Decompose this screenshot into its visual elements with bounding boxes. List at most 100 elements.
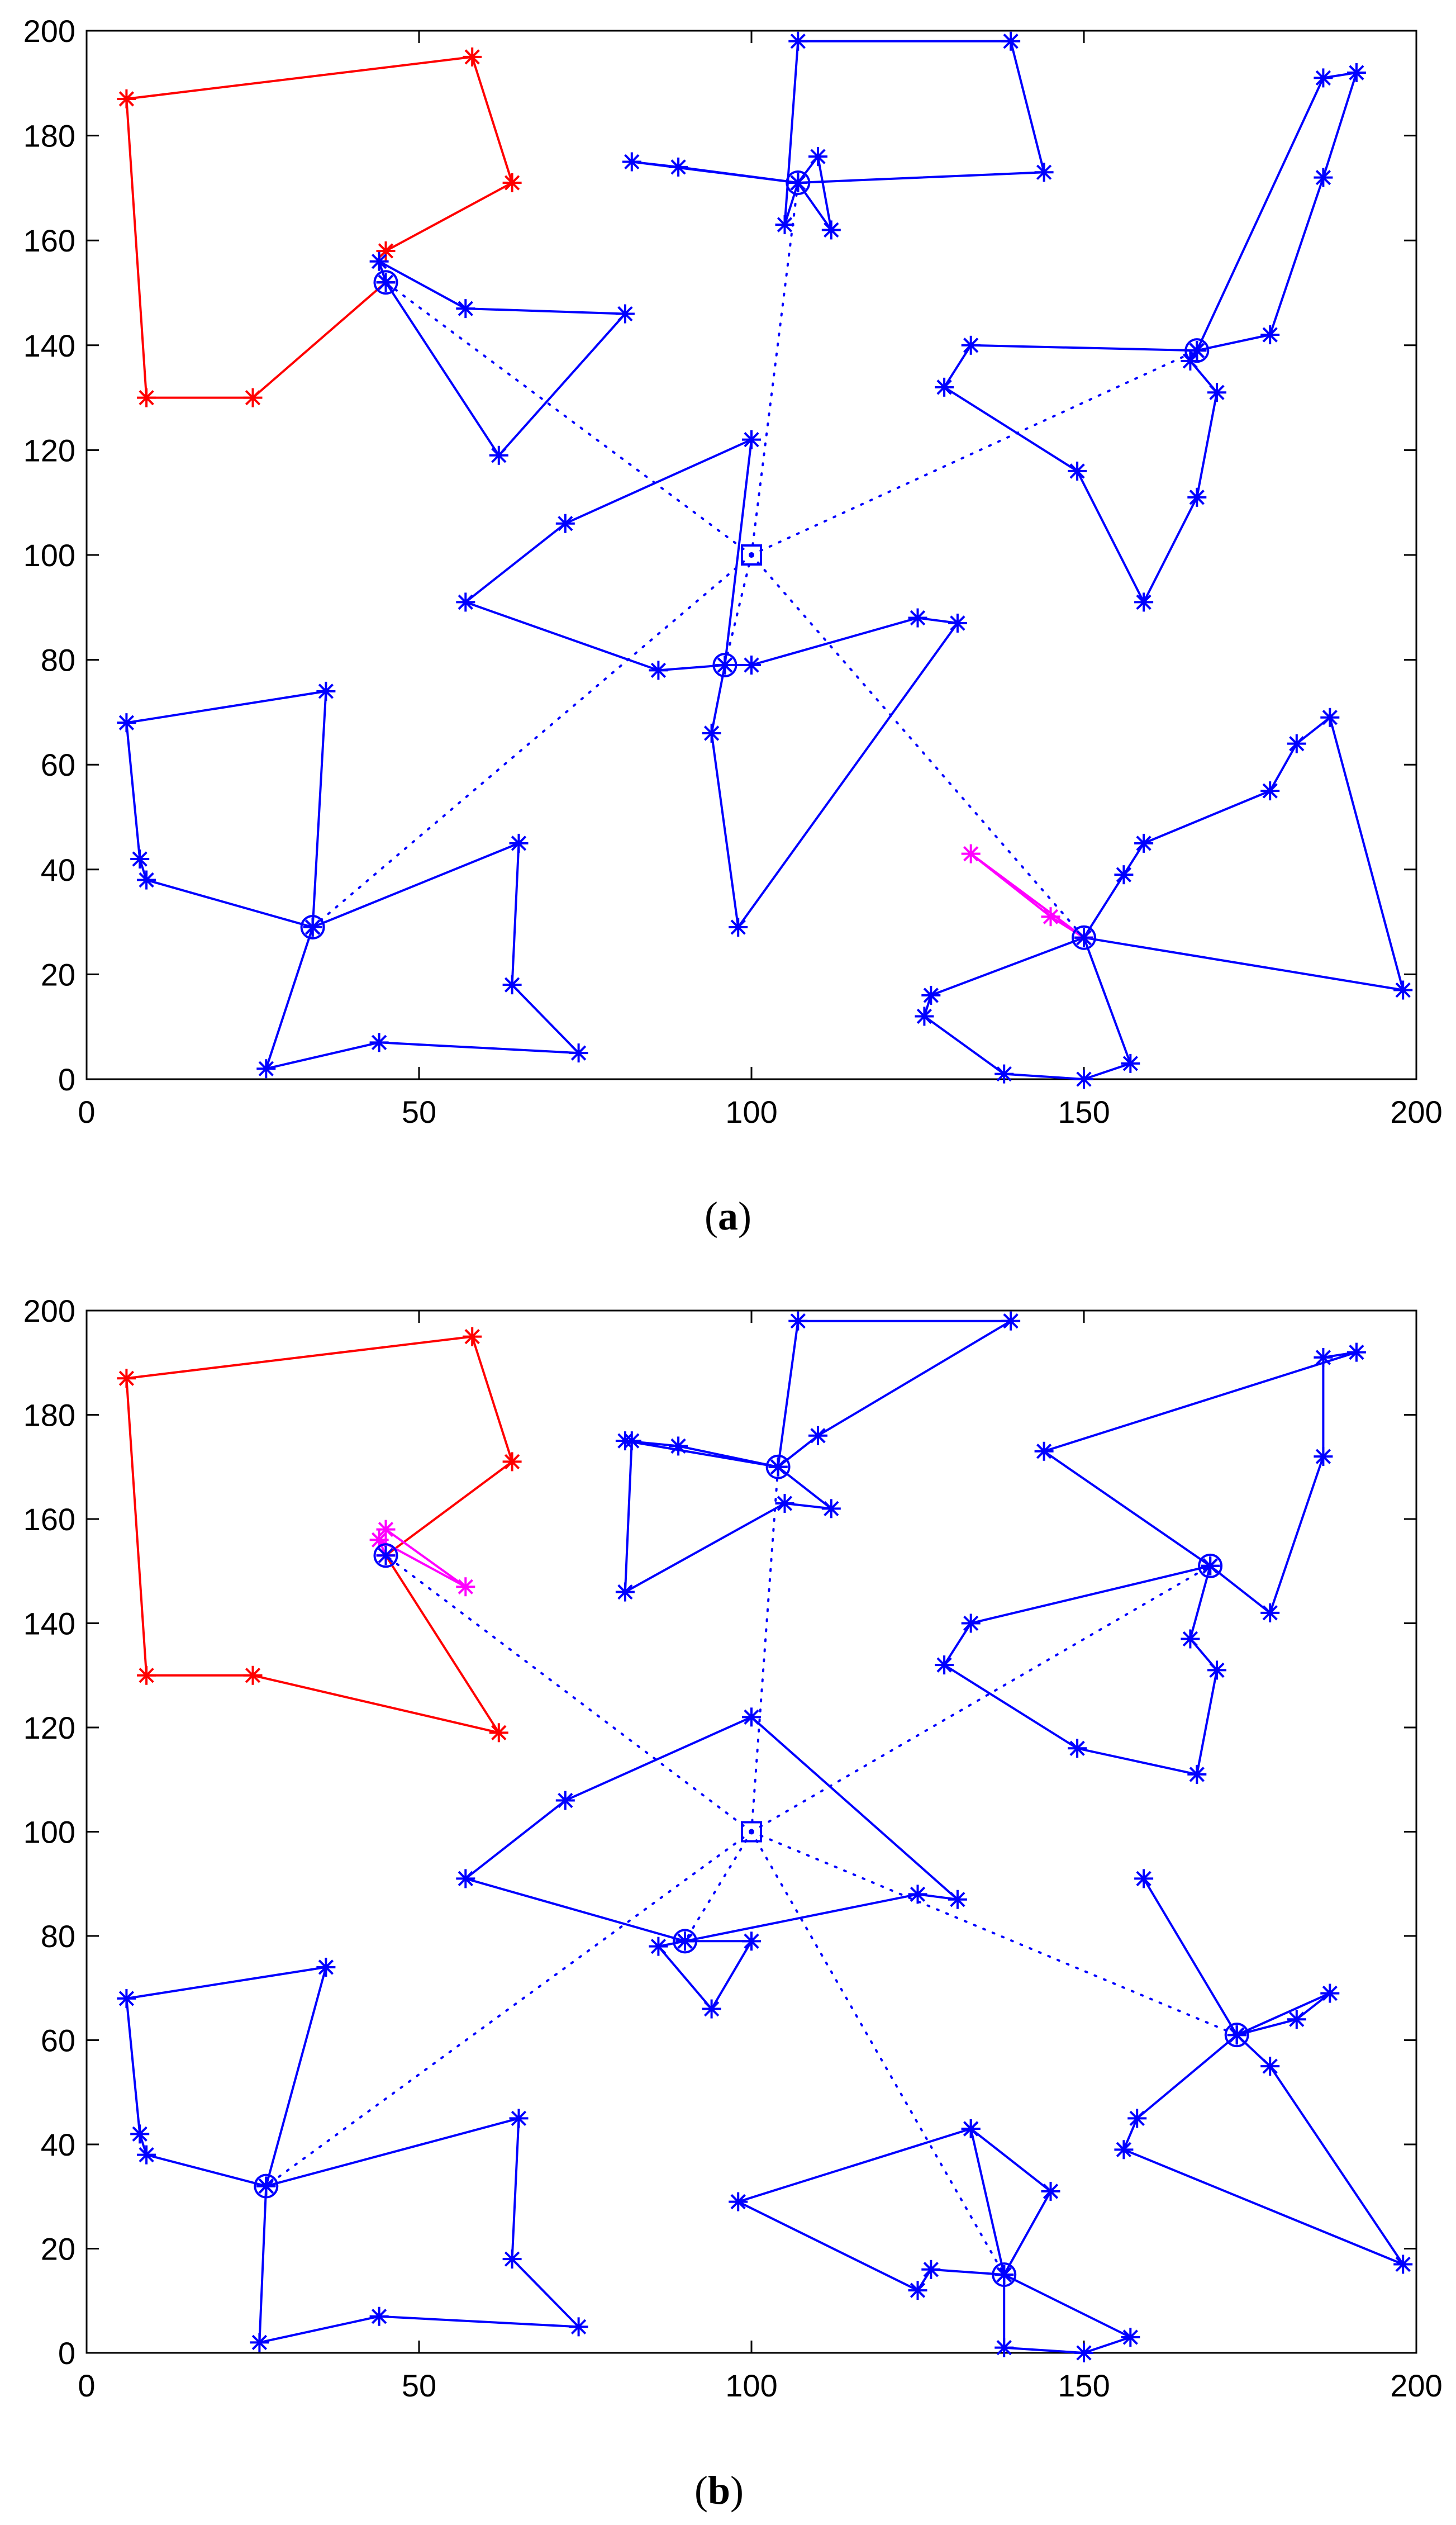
panel-a-point-marker bbox=[729, 917, 748, 937]
panel-b-point-marker bbox=[1074, 2343, 1093, 2362]
panel-a-point-marker bbox=[622, 152, 641, 172]
panel-b-point-marker bbox=[908, 1885, 927, 1904]
panel-b-cluster-center-star bbox=[1201, 1556, 1220, 1575]
panel-b-point-marker bbox=[1393, 2255, 1413, 2274]
panel-a-cluster-center-star bbox=[788, 173, 808, 193]
panel-b-point-marker bbox=[376, 1520, 396, 1539]
panel-a-point-marker bbox=[1287, 734, 1306, 753]
panel-b-ytick-label: 0 bbox=[58, 2336, 75, 2371]
panel-a-point-marker bbox=[369, 251, 389, 271]
panel-b-point-marker bbox=[555, 1791, 575, 1810]
panel-a-plot: 0 50 100 150 200 0 20 40 60 80 100 120 140 160 180 200 bbox=[23, 13, 1443, 1129]
panel-a-point-marker bbox=[502, 173, 522, 193]
panel-a-ytick-label: 60 bbox=[41, 747, 75, 782]
panel-a-point-marker bbox=[130, 849, 150, 869]
panel-a-ytick-label: 80 bbox=[41, 643, 75, 678]
panel-a-point-marker bbox=[137, 388, 156, 407]
panel-a-point-marker bbox=[1260, 325, 1280, 345]
panel-b-cluster-center-marker bbox=[673, 1929, 697, 1954]
panel-a-point-marker bbox=[908, 608, 927, 628]
panel-a-point-marker bbox=[369, 1033, 389, 1052]
panel-a-cluster-center-marker bbox=[1184, 338, 1210, 363]
panel-b-point-marker bbox=[137, 1665, 156, 1685]
panel-a-xtick-label: 50 bbox=[402, 1094, 436, 1129]
panel-a-ytick-label: 120 bbox=[23, 433, 75, 468]
panel-b-depot-marker bbox=[741, 1821, 762, 1843]
panel-a-point-marker bbox=[1134, 833, 1154, 853]
panel-a-point-marker bbox=[808, 147, 827, 167]
panel-b-point-marker bbox=[463, 1327, 482, 1346]
panel-b-depot-dot bbox=[749, 1829, 754, 1835]
panel-b-point-marker bbox=[1121, 2328, 1140, 2347]
panel-a-label-open: ( bbox=[705, 1194, 718, 1238]
panel-b-label-close: ) bbox=[730, 2468, 744, 2513]
panel-a-ytick-label: 140 bbox=[23, 328, 75, 363]
panel-b-point-marker bbox=[729, 2192, 748, 2211]
panel-a-point-marker bbox=[1181, 351, 1200, 371]
panel-a-point-marker bbox=[1187, 487, 1207, 507]
panel-b-label-letter: b bbox=[708, 2468, 730, 2513]
panel-b-point-marker bbox=[369, 2306, 389, 2326]
panel-b-point-marker bbox=[961, 1613, 981, 1633]
panel-b-label-open: ( bbox=[694, 2468, 708, 2513]
panel-b-ytick-label: 80 bbox=[41, 1919, 75, 1954]
panel-a-point-marker bbox=[1041, 907, 1060, 927]
panel-a-point-marker bbox=[742, 430, 761, 449]
panel-b-point-marker bbox=[117, 1988, 136, 2008]
panel-b-markers bbox=[117, 1311, 1413, 2362]
panel-a-point-marker bbox=[1001, 31, 1021, 51]
panel-a-point-marker bbox=[137, 870, 156, 890]
panel-b-plot: 0 50 100 150 200 0 20 40 60 80 100 120 140 160 180 200 bbox=[23, 1293, 1443, 2403]
panel-b-point-marker bbox=[1127, 2109, 1147, 2128]
panel-a-point-marker bbox=[316, 681, 336, 701]
panel-b-point-marker bbox=[1346, 1342, 1366, 1362]
panel-a-point-marker bbox=[463, 47, 482, 67]
panel-b-point-marker bbox=[649, 1937, 668, 1956]
panel-a-ticks: 0 50 100 150 200 0 20 40 60 80 100 120 140 160 180 200 bbox=[23, 13, 1443, 1129]
panel-a-series-line-3 bbox=[943, 72, 1358, 604]
panel-a-series-line-5 bbox=[125, 690, 580, 1070]
panel-b-point-marker bbox=[1207, 1660, 1226, 1680]
panel-a-point-marker bbox=[742, 655, 761, 675]
panel-a-cluster-center-star bbox=[715, 655, 735, 675]
panel-a-cluster-center-star bbox=[376, 273, 396, 292]
panel-b-point-marker bbox=[1314, 1347, 1333, 1367]
panel-a-cluster-center-marker bbox=[300, 914, 325, 939]
panel-b-point-marker bbox=[808, 1426, 827, 1445]
panel-b-cluster-center-star bbox=[256, 2176, 276, 2196]
panel-a-point-marker bbox=[376, 241, 396, 260]
panel-a-point-marker bbox=[1134, 592, 1154, 612]
panel-b-point-marker bbox=[456, 1577, 475, 1597]
panel-b-point-marker bbox=[1034, 1441, 1054, 1461]
panel-b-point-marker bbox=[1260, 2057, 1280, 2076]
panel-a-point-marker bbox=[649, 661, 668, 680]
panel-b-point-marker bbox=[908, 2281, 927, 2300]
panel-a-ytick-label: 0 bbox=[58, 1062, 75, 1097]
panel-a-cluster-center-marker bbox=[1072, 925, 1096, 950]
panel-b-point-marker bbox=[961, 2119, 981, 2139]
panel-a-point-marker bbox=[1114, 865, 1134, 885]
panel-a-xtick-label: 0 bbox=[78, 1094, 95, 1129]
panel-b-xtick-label: 50 bbox=[402, 2368, 436, 2403]
panel-a-xtick-label: 200 bbox=[1390, 1094, 1442, 1129]
panel-b-depot-spoke bbox=[750, 1564, 1212, 1833]
panel-a-point-marker bbox=[1314, 68, 1333, 88]
panel-a-point-marker bbox=[935, 377, 954, 397]
panel-a-cluster-center-marker bbox=[786, 170, 811, 196]
panel-b-ytick-label: 180 bbox=[23, 1398, 75, 1433]
panel-a-ytick-label: 160 bbox=[23, 223, 75, 258]
panel-b-point-marker bbox=[502, 2249, 522, 2269]
panel-b-ytick-label: 120 bbox=[23, 1710, 75, 1745]
panel-a-markers bbox=[117, 31, 1413, 1089]
panel-a-point-marker bbox=[569, 1043, 588, 1063]
panel-a-point-marker bbox=[117, 89, 136, 108]
panel-b-ytick-label: 100 bbox=[23, 1815, 75, 1850]
panel-b-point-marker bbox=[1001, 1311, 1021, 1331]
panel-a-label-letter: a bbox=[718, 1194, 738, 1238]
panel-b-ytick-label: 140 bbox=[23, 1606, 75, 1641]
panel-b-cluster-center-marker bbox=[254, 2173, 279, 2199]
panel-a-point-marker bbox=[915, 1007, 934, 1026]
panel-a-point-marker bbox=[961, 335, 981, 355]
panel-b-ytick-label: 160 bbox=[23, 1502, 75, 1537]
